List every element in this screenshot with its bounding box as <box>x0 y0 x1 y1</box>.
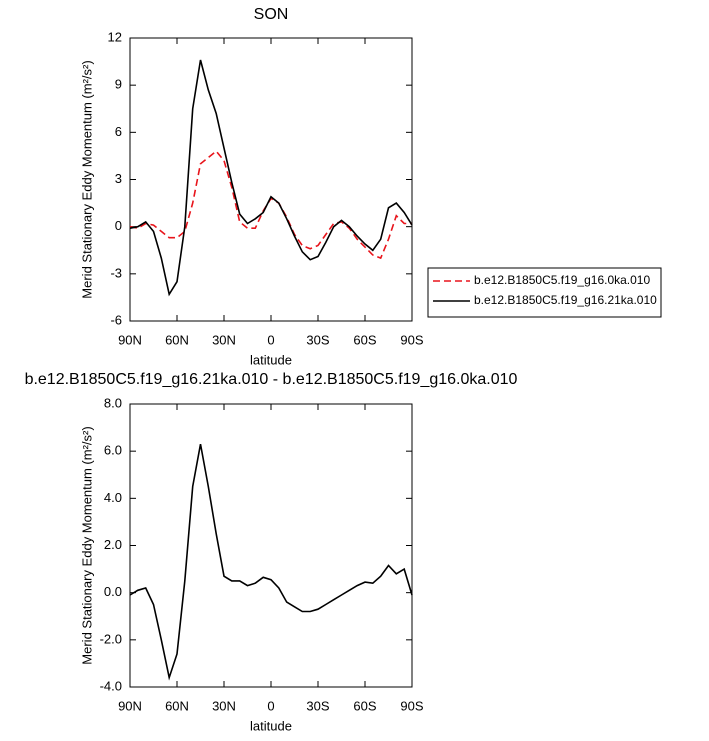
legend-box <box>427 267 662 318</box>
legend-label: b.e12.B1850C5.f19_g16.0ka.010 <box>474 273 650 287</box>
plot-frame <box>129 37 413 322</box>
x-tick-label: 90N <box>118 698 142 713</box>
y-tick-label: 4.0 <box>104 490 122 505</box>
x-tick-label: 90N <box>118 332 142 347</box>
x-tick-label: 60N <box>165 332 189 347</box>
y-tick-label: 12 <box>108 29 122 44</box>
x-tick-label: 90S <box>400 332 423 347</box>
data-line <box>129 59 413 297</box>
x-tick-label: 30S <box>306 698 329 713</box>
y-tick-label: 6.0 <box>104 443 122 458</box>
legend-label: b.e12.B1850C5.f19_g16.21ka.010 <box>474 293 657 307</box>
y-tick-label: -4.0 <box>100 678 122 693</box>
chart-title: SON <box>254 6 289 23</box>
x-axis-label: latitude <box>250 718 292 733</box>
data-line <box>129 443 413 681</box>
y-tick-label: 0.0 <box>104 584 122 599</box>
y-tick-label: 6 <box>115 124 122 139</box>
x-axis-label: latitude <box>250 352 292 367</box>
x-tick-label: 30N <box>212 332 236 347</box>
x-tick-label: 90S <box>400 698 423 713</box>
y-tick-label: 9 <box>115 77 122 92</box>
y-tick-label: 0 <box>115 218 122 233</box>
x-tick-label: 60S <box>353 698 376 713</box>
y-tick-label: -3 <box>110 265 122 280</box>
y-tick-label: -6 <box>110 312 122 327</box>
x-tick-label: 0 <box>267 698 274 713</box>
x-tick-label: 0 <box>267 332 274 347</box>
y-tick-label: 2.0 <box>104 537 122 552</box>
x-tick-label: 60S <box>353 332 376 347</box>
y-tick-label: -2.0 <box>100 631 122 646</box>
x-tick-label: 60N <box>165 698 189 713</box>
y-tick-label: 8.0 <box>104 395 122 410</box>
y-tick-label: 3 <box>115 171 122 186</box>
plot-frame <box>129 403 413 688</box>
data-line <box>129 150 412 260</box>
x-tick-label: 30N <box>212 698 236 713</box>
y-axis-label: Merid Stationary Eddy Momentum (m²/s²) <box>79 426 94 664</box>
chart-title: b.e12.B1850C5.f19_g16.21ka.010 - b.e12.B… <box>25 371 518 388</box>
y-axis-label: Merid Stationary Eddy Momentum (m²/s²) <box>79 60 94 298</box>
x-tick-label: 30S <box>306 332 329 347</box>
